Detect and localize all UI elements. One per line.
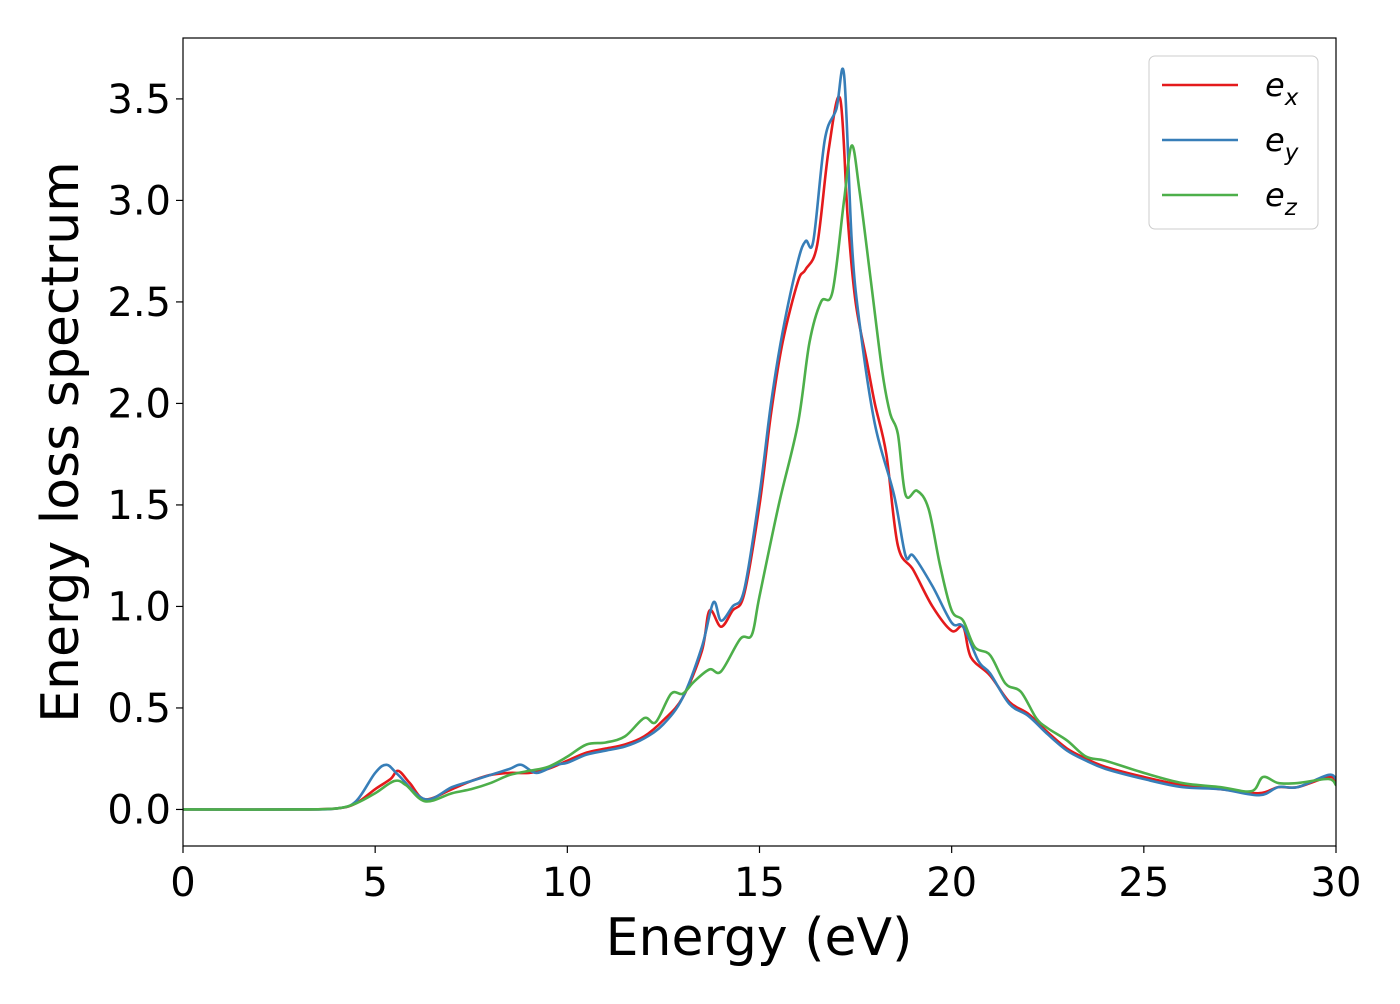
y-tick-label: 1.0 [107,584,171,630]
x-tick-label: 10 [542,860,593,906]
x-tick-label: 15 [734,860,785,906]
x-tick-label: 0 [170,860,195,906]
x-axis-ticks: 0 5 10 15 20 25 30 [170,846,1361,906]
y-axis-ticks: 0.0 0.5 1.0 1.5 2.0 2.5 3.0 3.5 [107,77,183,833]
y-tick-label: 1.5 [107,483,171,529]
y-tick-label: 0.5 [107,686,171,732]
y-tick-label: 0.0 [107,787,171,833]
y-axis-title: Energy loss spectrum [31,161,91,723]
x-tick-label: 25 [1118,860,1169,906]
y-tick-label: 3.0 [107,178,171,224]
x-tick-label: 30 [1311,860,1362,906]
series-line-z [183,144,1336,811]
x-tick-label: 5 [362,860,387,906]
y-tick-label: 2.5 [107,280,171,326]
x-axis-title: Energy (eV) [606,908,913,968]
series-lines [183,67,1336,811]
y-tick-label: 3.5 [107,77,171,123]
x-tick-label: 20 [926,860,977,906]
series-line-y [183,67,1336,811]
legend-box [1148,55,1319,230]
y-tick-label: 2.0 [107,381,171,427]
